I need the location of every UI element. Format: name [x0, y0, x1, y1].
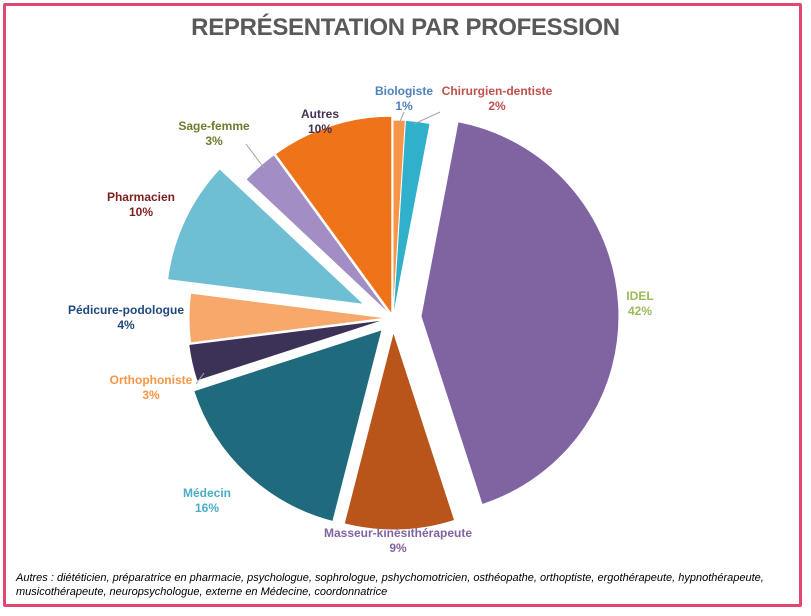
slice-label: Orthophoniste — [110, 373, 193, 387]
leader-line — [195, 372, 205, 385]
slice-value-label: 9% — [389, 541, 407, 555]
slice-value-label: 4% — [117, 318, 135, 332]
pie-slice-3 — [343, 330, 456, 531]
slice-label: Pédicure-podologue — [68, 303, 184, 317]
slice-label: Pharmacien — [107, 190, 175, 204]
pie-slice-7 — [167, 168, 366, 306]
slice-value-label: 3% — [142, 388, 160, 402]
pie-slice-5 — [188, 319, 386, 382]
slice-value-label: 2% — [488, 99, 506, 113]
slice-value-label: 42% — [628, 304, 652, 318]
pie-slice-6 — [188, 292, 388, 344]
pie-slice-4 — [193, 328, 383, 523]
pie-slice-8 — [245, 154, 391, 316]
slice-label: Chirurgien-dentiste — [442, 84, 553, 98]
footnote: Autres : diététicien, préparatrice en ph… — [16, 572, 764, 598]
pie-slice-1 — [392, 119, 431, 319]
chart-title: REPRÉSENTATION PAR PROFESSION — [191, 14, 620, 41]
slice-value-label: 1% — [395, 99, 413, 113]
slice-value-label: 16% — [195, 501, 219, 515]
slice-label: Masseur-kinésithérapeute — [324, 526, 472, 540]
slice-value-label: 3% — [205, 134, 223, 148]
slice-value-label: 10% — [129, 205, 153, 219]
slice-value-label: 10% — [308, 122, 332, 136]
leader-line — [413, 111, 441, 125]
leader-line — [245, 143, 265, 169]
slice-label: Sage-femme — [178, 119, 250, 133]
pie-slice-2 — [420, 121, 620, 506]
slice-label: Médecin — [183, 486, 231, 500]
leader-line — [398, 111, 405, 125]
slice-label: Biologiste — [375, 84, 433, 98]
slice-label: IDEL — [626, 289, 653, 303]
pie-slice-9 — [274, 115, 393, 316]
slice-label: Autres — [301, 107, 339, 121]
